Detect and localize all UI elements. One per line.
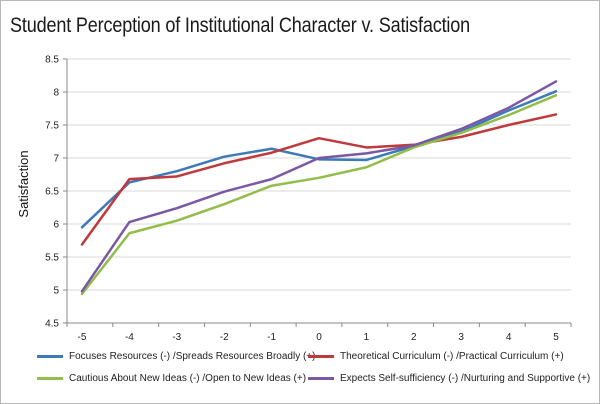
legend-item-4: Expects Self-sufficiency (-) /Nurturing … [308,373,590,384]
x-tick-label: 5 [553,332,559,343]
y-tick-label: 6.5 [45,187,59,198]
x-tick-label: -1 [267,332,276,343]
y-tick-label: 7.5 [45,121,59,132]
y-tick-labels: 4.5 5 5.5 6 6.5 7 7.5 8 8.5 [45,55,59,330]
x-tick-label: -3 [172,332,181,343]
legend-swatch [37,377,63,380]
legend-item-2: Theoretical Curriculum (-) /Practical Cu… [308,351,564,362]
y-tick-label: 6 [53,220,59,231]
series-lines [80,80,558,296]
legend-item-1: Focuses Resources (-) /Spreads Resources… [37,351,315,362]
y-tick-label: 5 [53,286,59,297]
x-tick-labels: -5 -4 -3 -2 -1 0 1 2 3 4 5 [78,332,560,343]
x-tick-label: 4 [506,332,512,343]
axes [66,59,572,327]
series-line-4 [80,80,558,293]
x-tick-label: -2 [220,332,229,343]
y-tick-label: 4.5 [45,319,59,330]
x-tick-label: 1 [364,332,370,343]
y-tick-label: 7 [53,154,59,165]
y-tick-label: 5.5 [45,253,59,264]
legend-label: Expects Self-sufficiency (-) /Nurturing … [340,373,591,384]
x-tick-label: -5 [78,332,87,343]
legend-swatch [37,355,63,358]
y-axis-label: Satisfaction [16,150,31,217]
y-tick-label: 8.5 [45,55,59,66]
legend-label: Focuses Resources (-) /Spreads Resources… [69,351,316,362]
legend-swatch [308,377,334,380]
legend: Focuses Resources (-) /Spreads Resources… [37,351,597,397]
x-tick-label: 3 [458,332,464,343]
legend-swatch [308,355,334,358]
gridlines [63,58,571,324]
series-line-3 [80,94,558,296]
legend-item-3: Cautious About New Ideas (-) /Open to Ne… [37,373,306,384]
x-tick-label: 0 [316,332,322,343]
legend-label: Theoretical Curriculum (-) /Practical Cu… [340,351,564,362]
chart-title: Student Perception of Institutional Char… [10,14,471,37]
legend-label: Cautious About New Ideas (-) /Open to Ne… [69,373,307,384]
x-tick-label: -4 [125,332,134,343]
x-tick-label: 2 [411,332,417,343]
y-tick-label: 8 [53,88,59,99]
series-line-2 [80,113,558,246]
